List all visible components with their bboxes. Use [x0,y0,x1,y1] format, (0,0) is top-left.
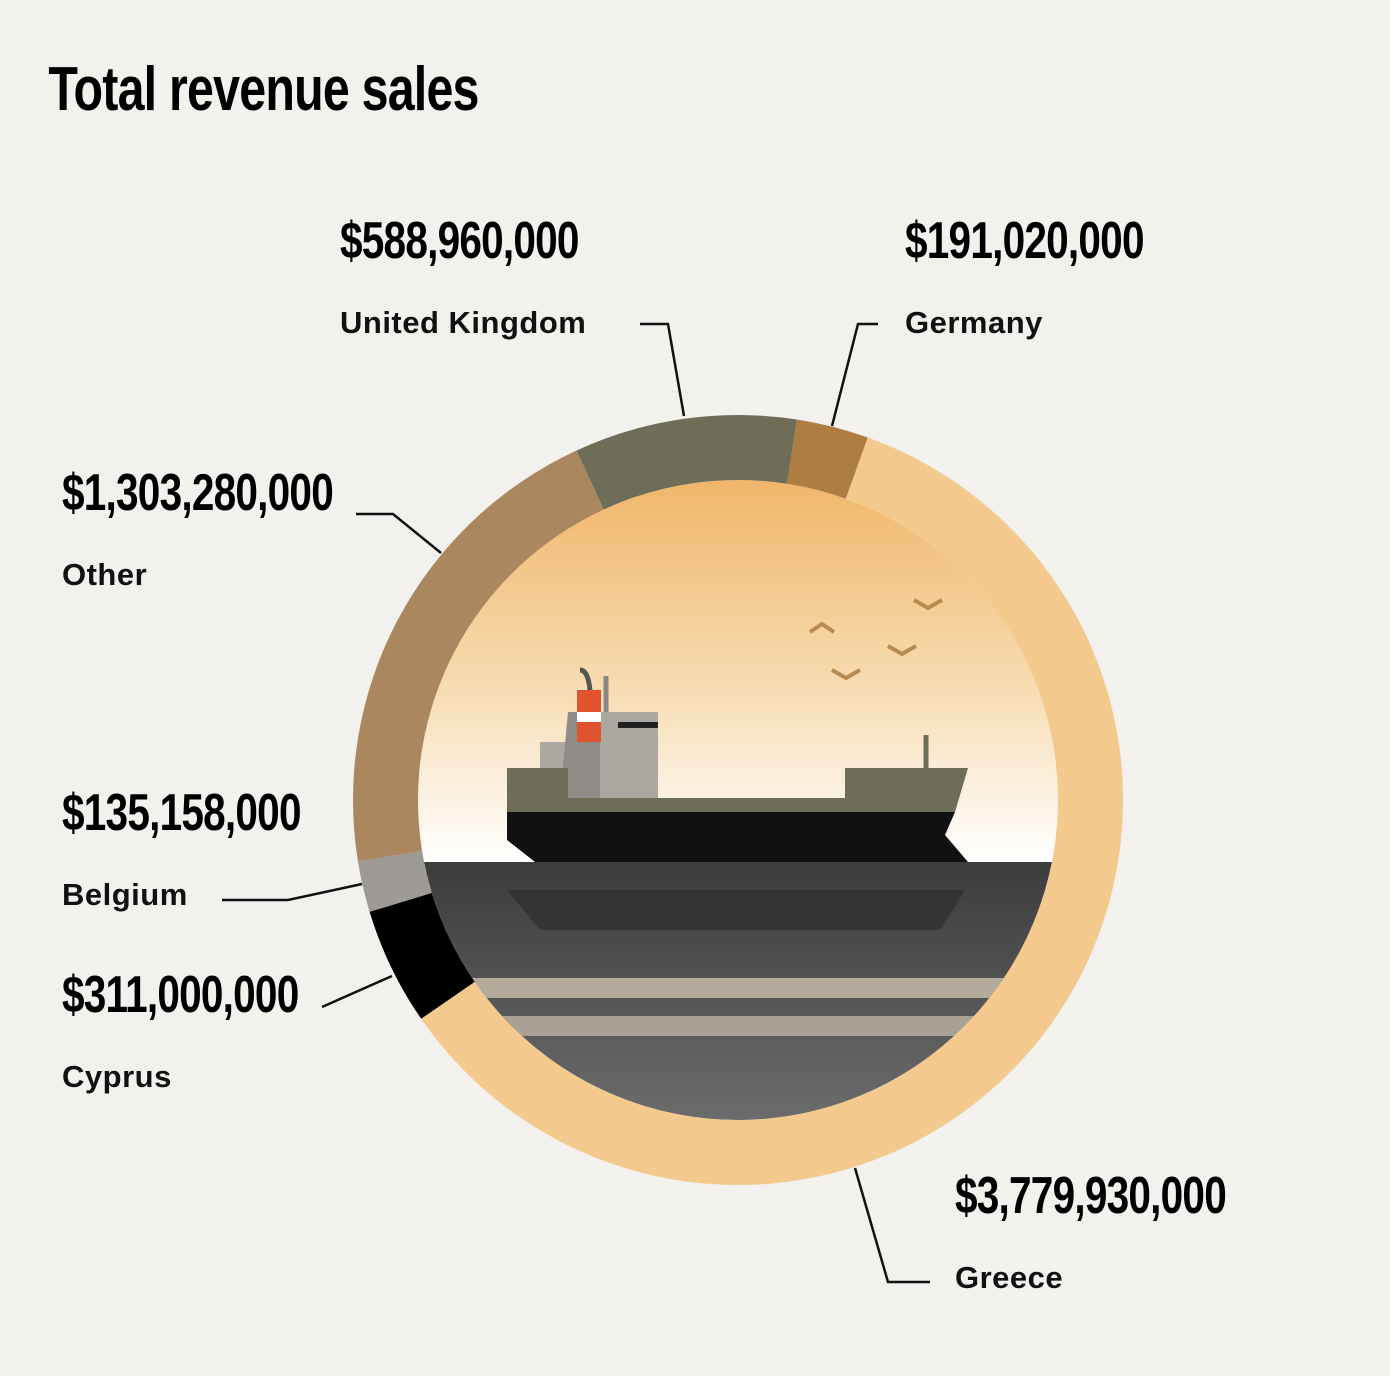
category-label: Other [62,557,147,592]
value-label: $311,000,000 [62,965,298,1023]
category-label: Greece [955,1260,1063,1295]
leader-line [830,322,878,427]
value-label: $3,779,930,000 [955,1166,1226,1224]
chart-title: Total revenue sales [48,54,478,123]
donut-segment [353,450,604,862]
category-label: United Kingdom [340,305,586,340]
value-label: $191,020,000 [905,211,1144,269]
value-label: $588,960,000 [340,211,579,269]
donut-segment [786,419,868,499]
category-label: Belgium [62,877,188,912]
value-label: $1,303,280,000 [62,463,333,521]
leader-line [356,512,442,554]
leader-line [321,974,393,1009]
donut-segment [357,850,432,912]
leader-line [853,1167,930,1284]
title-group: Total revenue sales [48,54,479,123]
category-label: Cyprus [62,1059,172,1094]
category-label: Germany [905,305,1043,340]
leader-line [222,882,363,902]
value-label: $135,158,000 [62,783,301,841]
donut-segment [369,892,475,1019]
leader-line [640,322,686,417]
donut-segment [576,415,797,510]
donut [353,415,1123,1186]
illustration [418,480,1058,1120]
